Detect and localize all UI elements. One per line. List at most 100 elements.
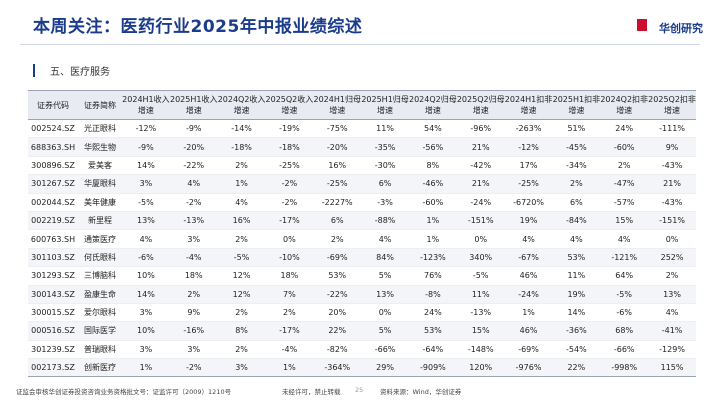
table-cell: 1% [408,211,457,231]
table-row: 600763.SH 通策医疗 4% 3% 2% 0% 2% 4% 1% 0% 4% 4% 4% 0% [28,229,696,249]
table-cell: 24% [408,303,457,323]
table-cell: -24% [504,285,553,304]
table-cell: 14% [122,285,170,304]
table-cell: -69% [504,340,553,360]
table-cell: 5% [361,266,409,286]
column-header: 2024Q2归母 增速 [408,90,457,120]
table-row: 002219.SZ 新里程 13% -13% 16% -17% 6% -88% 1% -151% 1… [28,211,696,231]
table-cell: 1% [408,229,457,249]
table-cell: 0% [648,229,696,249]
table-cell: -60% [408,193,457,212]
table-cell: 11% [456,285,505,304]
source: 资料来源：Wind，华创证券 [380,388,462,396]
table-cell: 115% [648,358,696,378]
table-cell: 10% [122,321,170,341]
table-cell: 1% [122,358,170,378]
header-line: 增速 [520,106,537,115]
table-cell: 2% [265,303,314,323]
header-line: 证券代码 [37,100,69,110]
header-line: 2025Q2归母 [456,95,505,104]
table-cell: -2227% [313,193,362,212]
table-cell: -18% [265,137,314,157]
section-bar [33,64,35,77]
table-cell: 爱尔眼科 [78,303,122,323]
table-cell: 18% [265,266,314,286]
table-cell: -34% [552,156,601,176]
table-cell: -14% [217,119,266,139]
column-header: 2024H1收入 增速 [122,90,170,120]
header-line: 2025H1收入 [170,95,218,104]
table-cell: -20% [169,137,218,157]
header-line: 增速 [424,106,441,115]
table-cell: 14% [552,303,601,323]
table-cell: -30% [361,156,409,176]
table-cell: -45% [552,137,601,157]
table-cell: -35% [361,137,409,157]
header-line: 增速 [377,106,394,115]
column-header: 2025Q2归母 增速 [456,90,505,120]
table-cell: -151% [456,211,505,231]
table-cell: 3% [169,229,218,249]
table-row: 300143.SZ 盈康生命 14% 2% 12% 7% -22% 13% -8% 11% -24%… [28,285,696,304]
table-cell: -6% [122,248,170,268]
header-line: 2024Q2收入 [217,95,266,104]
table-cell: -5% [456,266,505,286]
divider [20,44,700,45]
table-cell: 三博脑科 [78,266,122,286]
header-line: 增速 [472,106,489,115]
column-header: 证券简称 [78,90,122,120]
table-cell: -69% [313,248,362,268]
table-cell: -25% [504,174,553,194]
table-cell: 2% [217,303,266,323]
column-header: 2025H1归母 增速 [361,90,409,120]
table-row: 301239.SZ 普瑞眼科 3% 3% 2% -4% -82% -66% -64% -148% -… [28,340,696,360]
table-cell: 2% [313,229,362,249]
table-cell: -18% [217,137,266,157]
table-cell: 0% [265,229,314,249]
table-cell: 1% [504,303,553,323]
table-cell: -9% [169,119,218,139]
table-cell: -84% [552,211,601,231]
table-cell: -60% [600,137,649,157]
table-cell: 7% [265,285,314,304]
table-cell: -4% [265,340,314,360]
table-cell: 4% [169,174,218,194]
table-cell: 3% [217,358,266,378]
header-line: 2024H1扣非 [504,95,553,104]
table-cell: 11% [552,266,601,286]
table-cell: 创新医疗 [78,358,122,378]
table-cell: 46% [504,321,553,341]
slide-title: 本周关注：医药行业2025年中报业绩综述 [33,17,363,37]
table-cell: -151% [648,211,696,231]
table-cell: 54% [408,119,457,139]
table-cell: -148% [456,340,505,360]
table-cell: 76% [408,266,457,286]
table-cell: 美年健康 [78,193,122,212]
table-cell: 24% [600,119,649,139]
table-cell: 2% [600,156,649,176]
table-cell: 300015.SZ [28,303,78,323]
logo: 华创研究 [659,22,703,35]
table-cell: 68% [600,321,649,341]
table-cell: 600763.SH [28,229,78,249]
table-cell: 18% [169,266,218,286]
table-cell: -75% [313,119,362,139]
table-cell: -66% [600,340,649,360]
table-cell: 3% [122,340,170,360]
table-cell: -6720% [504,193,553,212]
header-line: 2025Q2扣非 [648,95,696,104]
table-cell: 000516.SZ [28,321,78,341]
table-cell: -41% [648,321,696,341]
table-cell: 002524.SZ [28,119,78,139]
table-cell: -82% [313,340,362,360]
table-cell: 9% [169,303,218,323]
table-cell: -42% [456,156,505,176]
table-cell: -24% [456,193,505,212]
column-header: 2025Q2扣非 增速 [648,90,696,120]
header-line: 2024Q2扣非 [600,95,649,104]
table-cell: 4% [217,193,266,212]
table-cell: 新里程 [78,211,122,231]
table-cell: 20% [313,303,362,323]
table-cell: 6% [552,193,601,212]
